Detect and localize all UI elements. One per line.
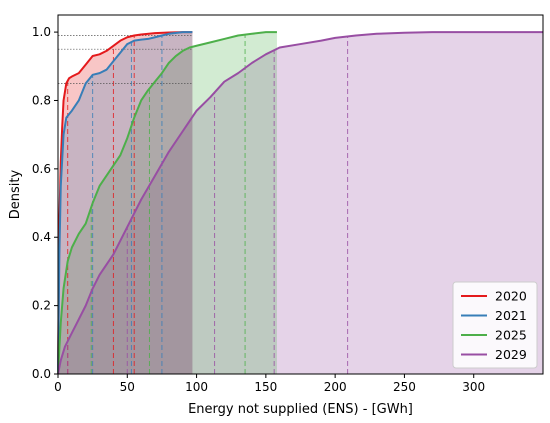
legend: 2020 2021 2025 2029: [452, 281, 538, 369]
series-lines: [57, 31, 543, 375]
line-2029: [57, 31, 543, 375]
y-tick-label: 0.6: [32, 162, 51, 176]
x-tick-label: 300: [462, 380, 485, 394]
x-tick-label: 0: [54, 380, 62, 394]
legend-label-2029: 2029: [495, 347, 527, 362]
y-tick-label: 0.8: [32, 93, 51, 107]
reference-lines: [58, 35, 193, 84]
legend-box: [452, 281, 538, 369]
fill-2025: [58, 32, 277, 374]
y-tick-label: 0.0: [32, 367, 51, 381]
x-axis-title: Energy not supplied (ENS) - [GWh]: [188, 402, 413, 417]
y-axis-title: Density: [8, 169, 23, 219]
line-2021: [57, 31, 193, 375]
legend-label-2020: 2020: [495, 289, 527, 304]
x-tick-label: 200: [324, 380, 347, 394]
x-axis: 0 50 100 150 200 250 300: [54, 374, 485, 394]
y-axis: 0.0 0.2 0.4 0.6 0.8 1.0: [32, 25, 58, 381]
x-tick-label: 100: [185, 380, 208, 394]
line-2025: [57, 31, 277, 375]
plot-frame: [57, 14, 544, 375]
y-tick-label: 0.2: [32, 299, 51, 313]
x-tick-label: 150: [254, 380, 277, 394]
legend-label-2025: 2025: [495, 328, 527, 343]
y-tick-label: 0.4: [32, 230, 51, 244]
line-2020: [57, 31, 193, 375]
x-tick-label: 250: [393, 380, 416, 394]
legend-label-2021: 2021: [495, 308, 527, 323]
y-tick-label: 1.0: [32, 25, 51, 39]
fill-2029: [58, 32, 543, 374]
x-tick-label: 50: [120, 380, 135, 394]
